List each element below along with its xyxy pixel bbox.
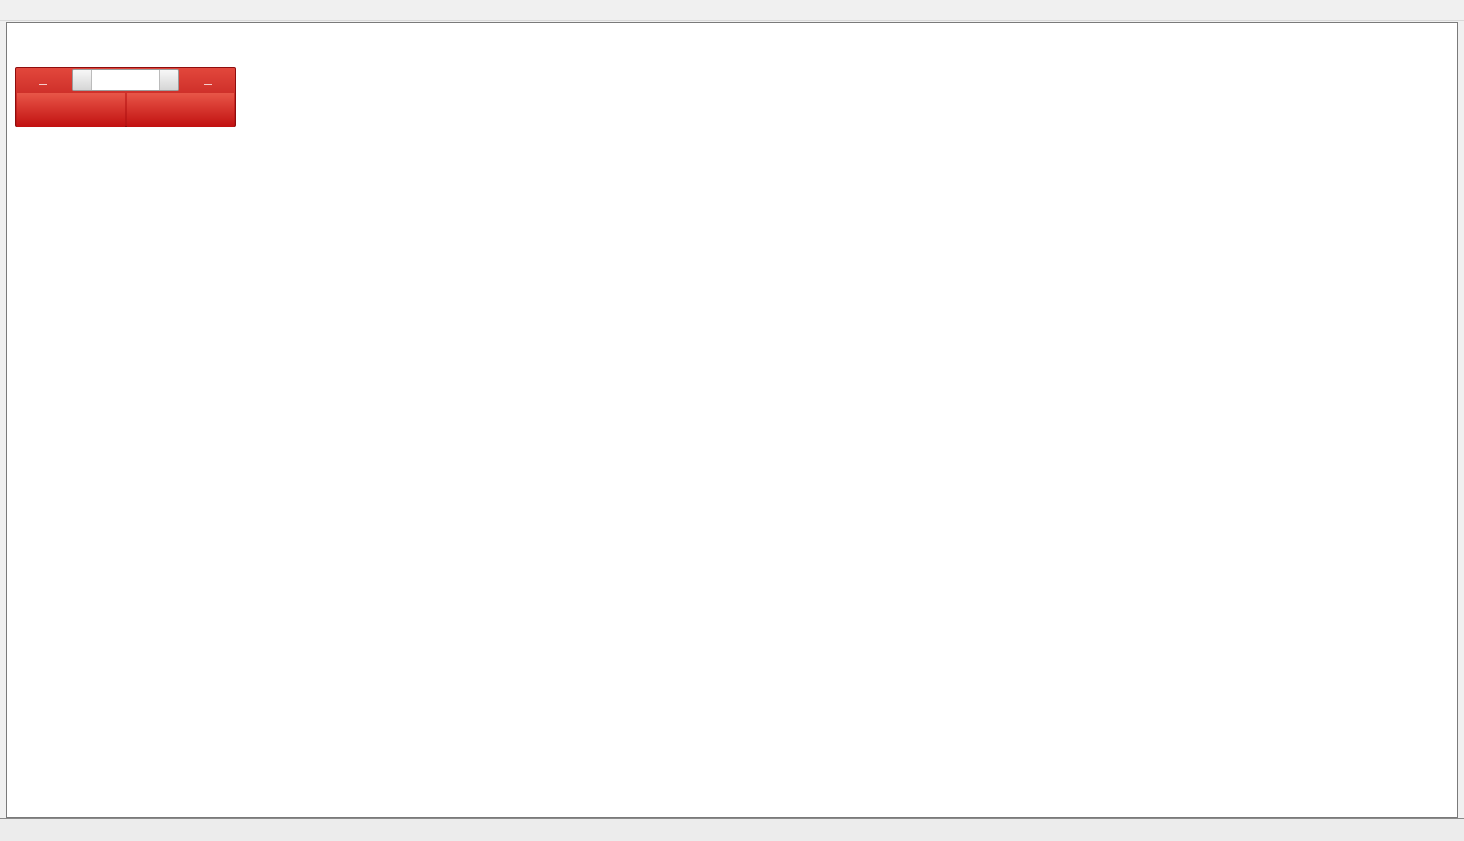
volume-input[interactable] <box>92 70 159 90</box>
chart-tab-bar <box>0 818 1464 841</box>
one-click-trading-panel <box>15 67 236 127</box>
volume-stepper <box>72 69 179 91</box>
macd-indicator-label <box>14 565 17 579</box>
volume-decrease-icon[interactable] <box>73 70 92 90</box>
price-chart-canvas[interactable] <box>7 23 1455 815</box>
buy-price-display[interactable] <box>126 93 234 127</box>
chart-title <box>15 27 27 41</box>
buy-button[interactable] <box>181 73 235 88</box>
timeframe-toolbar <box>0 0 1464 21</box>
sell-price-display[interactable] <box>17 93 125 127</box>
volume-increase-icon[interactable] <box>159 70 178 90</box>
sell-button[interactable] <box>16 73 70 88</box>
chart-window <box>6 22 1458 818</box>
rsi-indicator-label <box>14 666 17 680</box>
